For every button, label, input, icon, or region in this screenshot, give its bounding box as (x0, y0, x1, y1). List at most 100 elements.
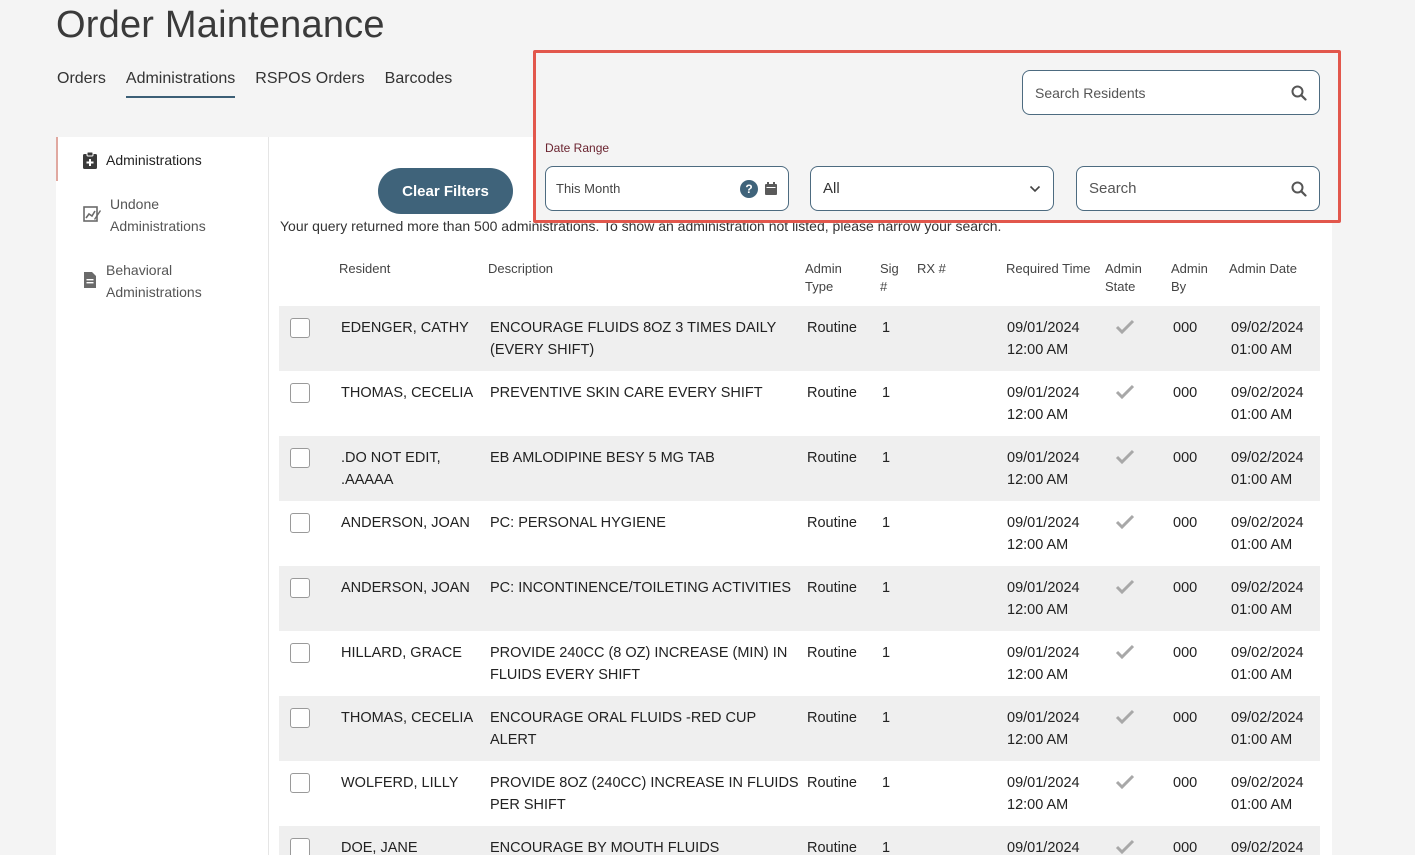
row-checkbox[interactable] (290, 513, 310, 533)
resident-name[interactable]: DOE, JANE (341, 840, 418, 855)
edit-chart-icon (83, 206, 101, 222)
table-row[interactable]: DOE, JANE ENCOURAGE BY MOUTH FLUIDS Routin… (279, 826, 1320, 855)
resident-name[interactable]: ANDERSON, JOAN (341, 515, 470, 531)
order-description: ENCOURAGE BY MOUTH FLUIDS (490, 840, 720, 855)
admin-date: 09/02/2024 01:00 AM (1231, 513, 1321, 556)
admin-state-check-icon (1115, 579, 1135, 595)
tab-administrations[interactable]: Administrations (125, 70, 236, 98)
table-row[interactable]: HILLARD, GRACE PROVIDE 240CC (8 OZ) INCRE… (279, 631, 1320, 696)
row-checkbox[interactable] (290, 383, 310, 403)
row-checkbox[interactable] (290, 578, 310, 598)
admin-date-value: 09/02/2024 (1231, 450, 1304, 466)
table-row[interactable]: ANDERSON, JOAN PC: INCONTINENCE/TOILETING… (279, 566, 1320, 631)
table-row[interactable]: .DO NOT EDIT, .AAAAA EB AMLODIPINE BESY 5… (279, 436, 1320, 501)
admin-type: Routine (807, 645, 857, 661)
row-checkbox[interactable] (290, 773, 310, 793)
page-title: Order Maintenance (56, 4, 385, 46)
required-time: 09/01/2024 12:00 AM (1007, 318, 1097, 361)
resident-name[interactable]: THOMAS, CECELIA (341, 710, 474, 726)
admin-date-value: 09/02/2024 (1231, 385, 1304, 401)
admin-type: Routine (807, 580, 857, 596)
search-icon[interactable] (1291, 181, 1307, 197)
admin-time-value: 01:00 AM (1231, 731, 1293, 748)
search-residents-field[interactable] (1022, 70, 1320, 115)
table-row[interactable]: ANDERSON, JOAN PC: PERSONAL HYGIENE Routin… (279, 501, 1320, 566)
required-time: 09/01/2024 12:00 AM (1007, 448, 1097, 491)
order-description: PC: PERSONAL HYGIENE (490, 515, 666, 531)
order-description: EB AMLODIPINE BESY 5 MG TAB (490, 450, 715, 466)
tab-rspos-orders[interactable]: RSPOS Orders (255, 70, 365, 87)
search-field[interactable] (1076, 166, 1320, 211)
search-icon[interactable] (1291, 85, 1307, 101)
required-date-value: 09/01/2024 (1007, 385, 1080, 401)
row-checkbox[interactable] (290, 318, 310, 338)
sidebar-item-undone-administrations[interactable]: Undone Administrations (56, 181, 268, 247)
sidebar-item-administrations[interactable]: Administrations (56, 137, 268, 181)
row-checkbox[interactable] (290, 643, 310, 663)
calendar-icon[interactable] (764, 181, 778, 196)
required-date-value: 09/01/2024 (1007, 450, 1080, 466)
admin-state-check-icon (1115, 384, 1135, 400)
clear-filters-button[interactable]: Clear Filters (378, 168, 513, 214)
search-input[interactable] (1089, 180, 1291, 197)
table-row[interactable]: THOMAS, CECELIA ENCOURAGE ORAL FLUIDS -RE… (279, 696, 1320, 761)
required-date-value: 09/01/2024 (1007, 840, 1080, 855)
header-admin-by[interactable]: Admin By (1171, 261, 1208, 294)
admin-by: 000 (1173, 450, 1198, 466)
resident-name[interactable]: ANDERSON, JOAN (341, 580, 470, 596)
table-header: Resident Description Admin Type Sig # RX… (279, 258, 1320, 306)
admin-state-check-icon (1115, 774, 1135, 790)
admin-type: Routine (807, 450, 857, 466)
table-row[interactable]: THOMAS, CECELIA PREVENTIVE SKIN CARE EVER… (279, 371, 1320, 436)
admin-state-check-icon (1115, 514, 1135, 530)
order-description: ENCOURAGE FLUIDS 8OZ 3 TIMES DAILY (EVER… (490, 320, 777, 358)
row-checkbox[interactable] (290, 448, 310, 468)
header-resident[interactable]: Resident (339, 261, 391, 276)
resident-name[interactable]: WOLFERD, LILLY (341, 775, 459, 791)
table-row[interactable]: WOLFERD, LILLY PROVIDE 8OZ (240CC) INCREA… (279, 761, 1320, 826)
sidebar-item-behavioral-administrations[interactable]: Behavioral Administrations (56, 247, 268, 313)
tab-barcodes[interactable]: Barcodes (384, 70, 453, 87)
admin-date-value: 09/02/2024 (1231, 775, 1304, 791)
admin-date: 09/02/2024 01:00 AM (1231, 773, 1321, 816)
header-admin-type[interactable]: Admin Type (805, 261, 842, 294)
required-date-value: 09/01/2024 (1007, 775, 1080, 791)
required-time-value: 12:00 AM (1007, 731, 1069, 748)
resident-name[interactable]: .DO NOT EDIT, .AAAAA (341, 450, 441, 488)
resident-name[interactable]: HILLARD, GRACE (341, 645, 462, 661)
header-admin-date[interactable]: Admin Date (1229, 261, 1297, 276)
admin-time-value: 01:00 AM (1231, 536, 1293, 553)
tab-orders[interactable]: Orders (57, 70, 106, 87)
admin-date: 09/02/2024 01:00 AM (1231, 318, 1321, 361)
row-checkbox[interactable] (290, 838, 310, 855)
help-icon[interactable]: ? (740, 179, 758, 198)
header-description[interactable]: Description (488, 261, 554, 276)
header-required-time[interactable]: Required Time (1006, 261, 1091, 276)
table-row[interactable]: EDENGER, CATHY ENCOURAGE FLUIDS 8OZ 3 TIM… (279, 306, 1320, 371)
admin-state-check-icon (1115, 839, 1135, 855)
header-admin-state[interactable]: Admin State (1105, 261, 1142, 294)
sidebar: Administrations Undone Administrations B… (56, 137, 268, 855)
date-range-label: Date Range (545, 141, 610, 155)
required-date-value: 09/01/2024 (1007, 710, 1080, 726)
header-sig[interactable]: Sig # (880, 261, 899, 294)
admin-time-value: 01:00 AM (1231, 471, 1293, 488)
sig-number: 1 (882, 385, 891, 401)
resident-name[interactable]: EDENGER, CATHY (341, 320, 469, 336)
resident-name[interactable]: THOMAS, CECELIA (341, 385, 474, 401)
header-rx[interactable]: RX # (917, 261, 946, 276)
required-time-value: 12:00 AM (1007, 666, 1069, 683)
row-checkbox[interactable] (290, 708, 310, 728)
admin-type: Routine (807, 710, 857, 726)
admin-date: 09/02/2024 01:00 AM (1231, 383, 1321, 426)
admin-time-value: 01:00 AM (1231, 796, 1293, 813)
admin-by: 000 (1173, 840, 1198, 855)
required-time: 09/01/2024 12:00 AM (1007, 513, 1097, 556)
required-date-value: 09/01/2024 (1007, 645, 1080, 661)
admin-time-value: 01:00 AM (1231, 341, 1293, 358)
date-range-field[interactable]: This Month ? (545, 166, 789, 211)
search-residents-input[interactable] (1035, 84, 1291, 101)
required-date-value: 09/01/2024 (1007, 320, 1080, 336)
admin-state-select[interactable]: All (810, 166, 1054, 211)
admin-state-check-icon (1115, 319, 1135, 335)
